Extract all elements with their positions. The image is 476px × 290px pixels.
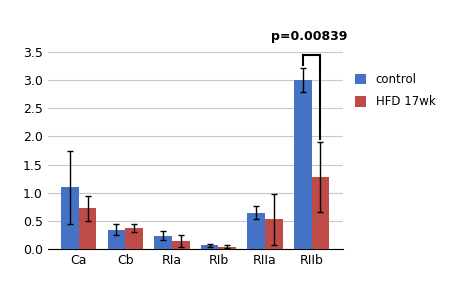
Legend: control, HFD 17wk: control, HFD 17wk [355,73,436,108]
Bar [312,177,329,249]
Bar [108,230,125,249]
Bar [265,220,283,249]
Bar [61,187,79,249]
Bar [125,228,143,249]
Bar [79,208,97,249]
Bar [248,213,265,249]
Text: p=0.00839: p=0.00839 [271,30,347,43]
Bar [218,246,236,249]
Bar [294,80,312,249]
Bar [154,236,172,249]
Bar [172,241,189,249]
Bar [201,245,218,249]
